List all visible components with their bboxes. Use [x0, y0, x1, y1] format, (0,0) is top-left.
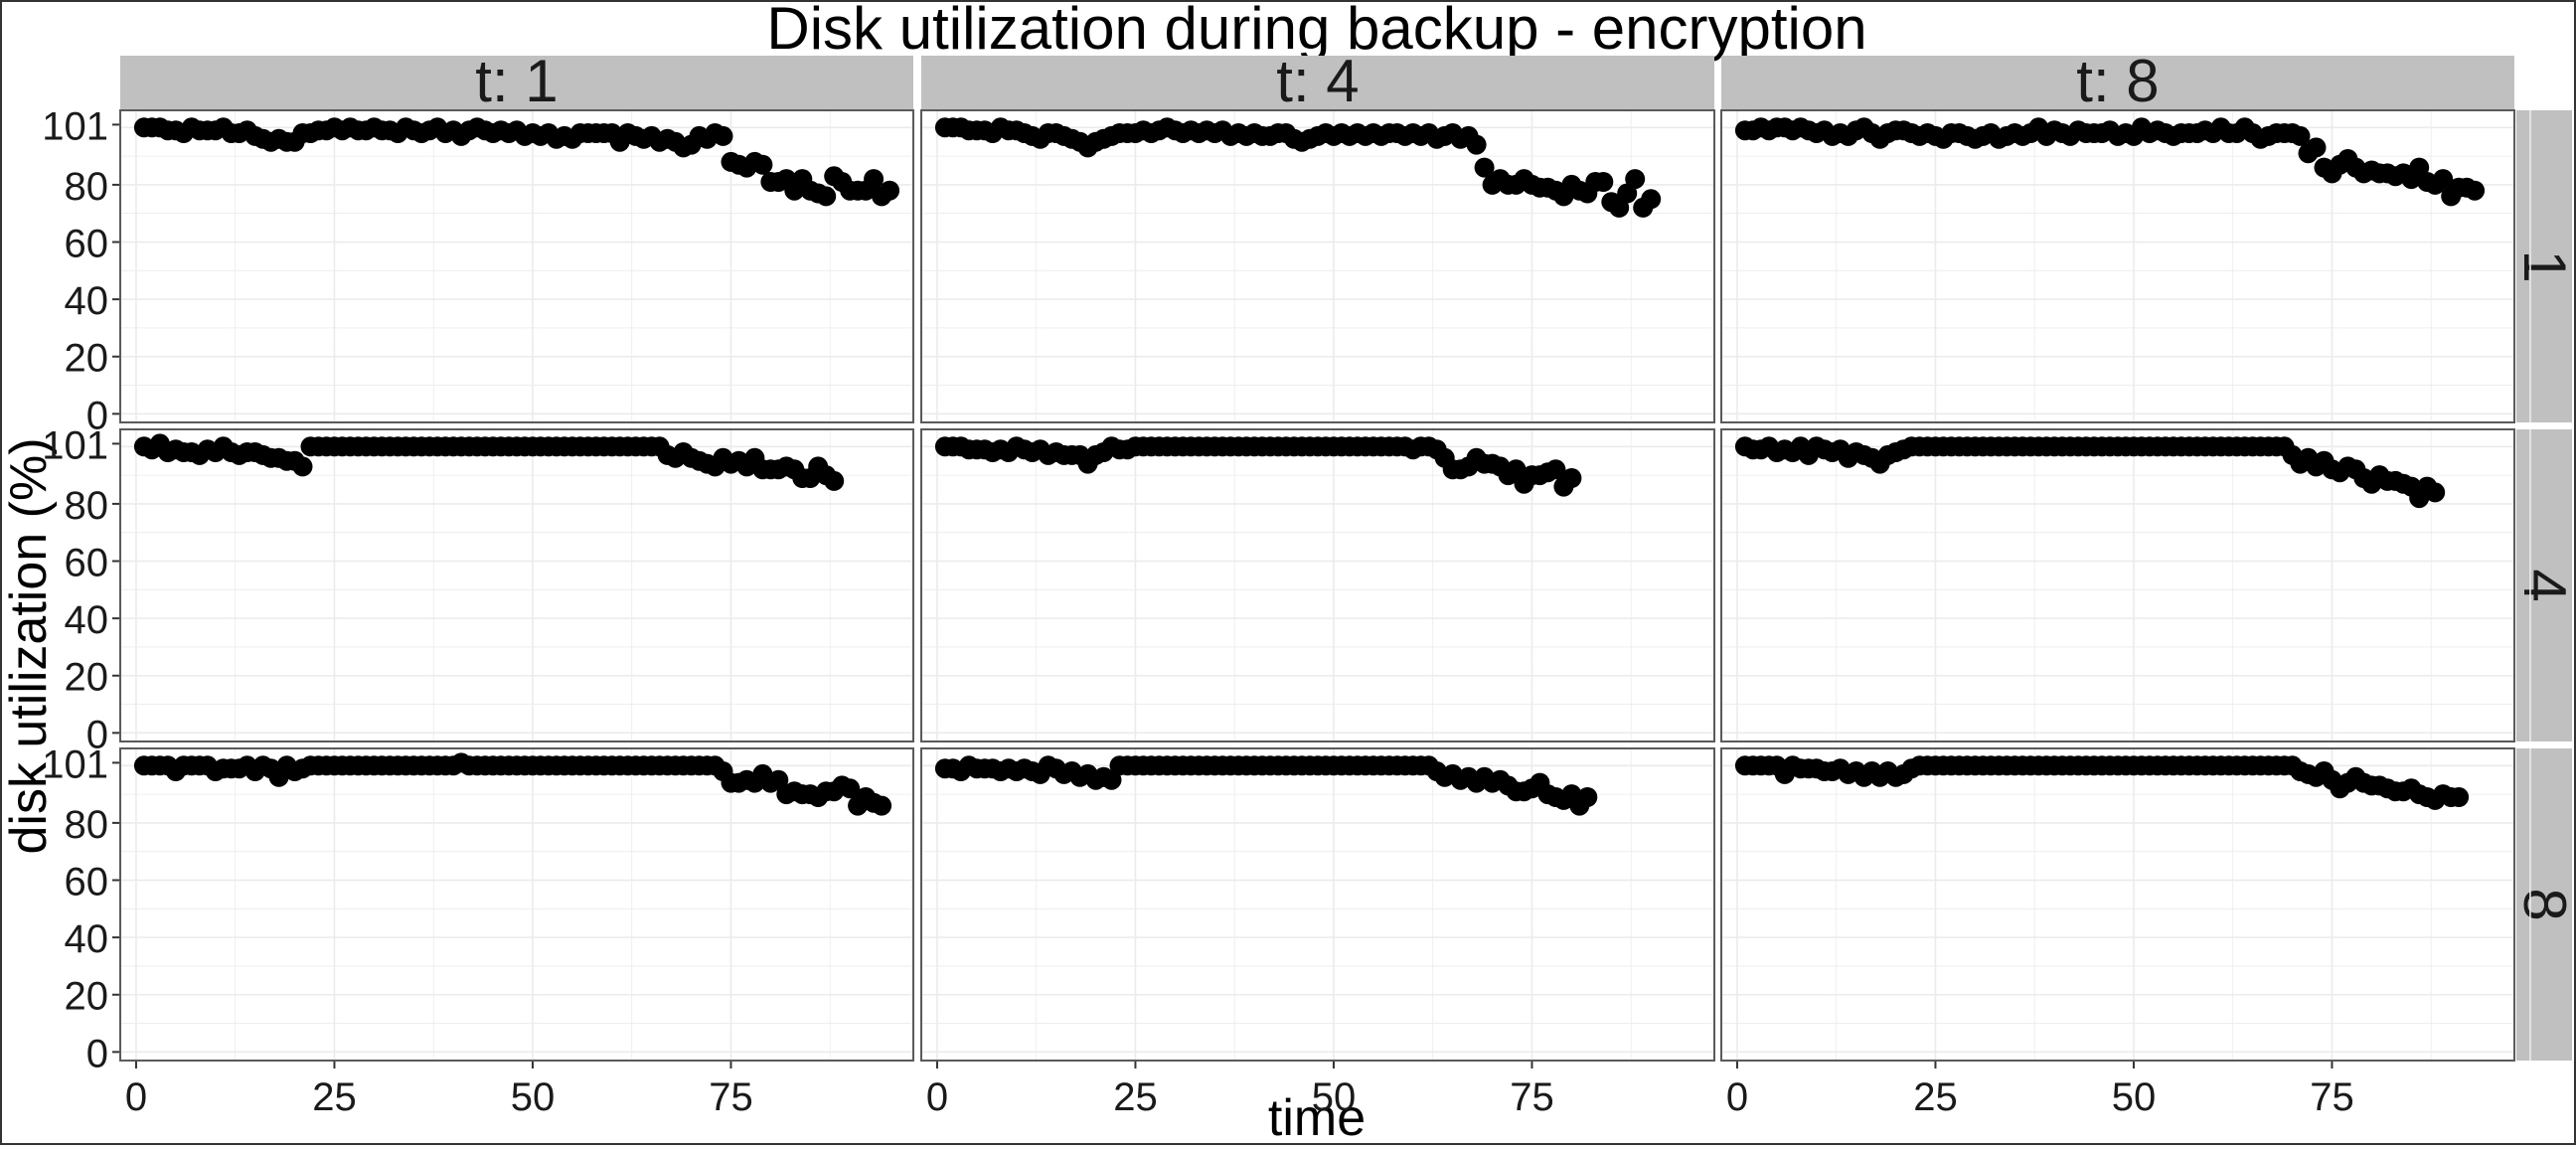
data-point: [2465, 180, 2486, 201]
x-tick-label: 75: [2310, 1075, 2354, 1119]
data-point: [864, 169, 885, 190]
y-tick-label: 60: [65, 542, 109, 585]
column-strip: [120, 56, 913, 109]
y-tick-label: 40: [65, 598, 109, 642]
data-point: [1593, 172, 1614, 192]
panel-border: [1720, 428, 2515, 742]
facet-panel: [119, 428, 930, 742]
panel-background: [921, 110, 1714, 422]
x-tick-label: 0: [1726, 1075, 1748, 1119]
facet-panel: [920, 109, 1731, 423]
data-point: [872, 795, 892, 816]
y-tick-label: 60: [65, 223, 109, 266]
y-tick-label: 0: [86, 713, 108, 756]
facet-panel: [119, 109, 930, 423]
y-tick-label: 0: [86, 394, 108, 437]
x-tick-label: 25: [312, 1075, 357, 1119]
y-tick-label: 101: [42, 104, 108, 148]
x-tick-label: 0: [926, 1075, 948, 1119]
column-strip-label: t: 8: [2076, 48, 2159, 114]
chart-title: Disk utilization during backup - encrypt…: [766, 0, 1866, 62]
y-tick-label: 40: [65, 279, 109, 323]
row-strip: [2516, 748, 2572, 1061]
data-point: [2290, 125, 2311, 146]
column-strip: [921, 56, 1714, 109]
data-point: [816, 186, 837, 207]
y-tick-label: 80: [65, 165, 109, 209]
panel-border: [119, 747, 914, 1062]
y-tick-label: 20: [65, 337, 109, 381]
row-strip: [2516, 429, 2572, 741]
column-strip-label: t: 4: [1276, 48, 1359, 114]
data-point: [1641, 189, 1662, 210]
facet-panel: [1720, 109, 2531, 423]
row-strip-label: 4: [2511, 569, 2576, 601]
panel-border: [920, 109, 1715, 423]
x-tick-label: 75: [1510, 1075, 1554, 1119]
data-point: [2449, 787, 2470, 807]
column-strip: [1721, 56, 2514, 109]
x-tick-label: 50: [2112, 1075, 2157, 1119]
panel-background: [1721, 110, 2514, 422]
data-point: [824, 470, 845, 491]
data-point: [752, 154, 773, 175]
row-strip: [2516, 110, 2572, 422]
x-tick-label: 25: [1913, 1075, 1958, 1119]
panel-border: [920, 428, 1715, 742]
y-axis-label: disk utilization (%): [0, 437, 58, 854]
x-tick-label: 50: [511, 1075, 556, 1119]
data-point: [1545, 459, 1566, 480]
panel-background: [1721, 748, 2514, 1061]
data-point: [2425, 482, 2446, 503]
data-point: [2306, 137, 2327, 158]
y-tick-label: 80: [65, 803, 109, 847]
facet-panel: [920, 747, 1731, 1062]
data-point: [880, 180, 900, 201]
column-strip-label: t: 1: [475, 48, 558, 114]
data-point: [840, 778, 861, 799]
y-tick-label: 101: [42, 423, 108, 467]
y-tick-label: 101: [42, 742, 108, 786]
y-tick-label: 60: [65, 861, 109, 904]
data-point: [1625, 169, 1646, 190]
y-tick-label: 40: [65, 917, 109, 961]
data-point: [1561, 468, 1582, 488]
panel-background: [120, 110, 913, 422]
x-tick-label: 75: [709, 1075, 753, 1119]
data-point: [2433, 169, 2454, 190]
data-point: [1466, 134, 1487, 155]
data-point: [292, 456, 313, 477]
y-tick-label: 20: [65, 975, 109, 1019]
y-tick-label: 20: [65, 656, 109, 700]
row-strip-label: 8: [2511, 888, 2576, 920]
data-point: [1474, 157, 1495, 178]
facet-panels: t: 1 t: 4 t: 81480204060801010204060801010…: [42, 48, 2576, 1119]
panel-border: [119, 109, 914, 423]
panel-border: [119, 428, 914, 742]
y-tick-label: 0: [86, 1032, 108, 1075]
facet-panel: [119, 747, 930, 1062]
facet-panel: [920, 428, 1731, 742]
panel-border: [1720, 109, 2515, 423]
panel-border: [1720, 747, 2515, 1062]
x-tick-label: 0: [125, 1075, 147, 1119]
data-point: [713, 125, 733, 146]
x-axis-label: time: [1268, 1089, 1366, 1145]
x-tick-label: 25: [1113, 1075, 1158, 1119]
facet-panel: [1720, 747, 2531, 1062]
data-point: [1577, 787, 1598, 807]
facet-panel: [1720, 428, 2531, 742]
panel-background: [921, 429, 1714, 741]
panel-border: [920, 747, 1715, 1062]
y-tick-label: 80: [65, 484, 109, 528]
panel-background: [120, 429, 913, 741]
x-tick-label: 50: [1312, 1075, 1357, 1119]
row-strip-label: 1: [2511, 249, 2576, 282]
